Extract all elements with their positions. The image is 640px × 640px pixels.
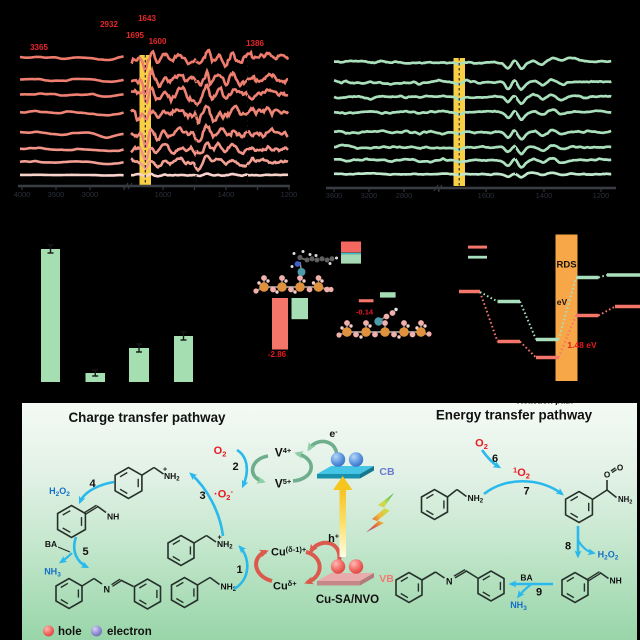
svg-text:1200: 1200 [593, 191, 610, 200]
svg-text:BA: BA [45, 539, 57, 549]
svg-text:NH3: NH3 [44, 567, 61, 579]
svg-text:-2.86: -2.86 [268, 350, 287, 359]
svg-text:9: 9 [536, 587, 542, 599]
svg-text:2800: 2800 [396, 191, 413, 200]
svg-text:NH2: NH2 [468, 493, 484, 505]
svg-text:1600: 1600 [155, 190, 172, 199]
svg-text:4000: 4000 [14, 190, 31, 199]
svg-text:1695: 1695 [126, 31, 144, 40]
svg-text:+: + [163, 467, 167, 474]
svg-text:H2O2: H2O2 [598, 550, 619, 562]
svg-text:NH2: NH2 [164, 471, 180, 483]
svg-text:3600: 3600 [326, 191, 343, 200]
svg-text:N: N [104, 585, 111, 595]
svg-text:hole: hole [58, 626, 82, 638]
svg-text:1643: 1643 [138, 14, 156, 23]
svg-text:O: O [604, 471, 611, 480]
svg-text:8: 8 [565, 541, 571, 553]
svg-text:1.48 eV: 1.48 eV [567, 340, 597, 350]
svg-text:O: O [617, 464, 624, 473]
svg-text:-0.14: -0.14 [356, 308, 374, 317]
svg-text:CB: CB [379, 466, 395, 478]
svg-text:1400: 1400 [218, 190, 235, 199]
svg-text:3000: 3000 [82, 190, 99, 199]
svg-text:1200: 1200 [281, 190, 298, 199]
svg-text:Cu-SA/NVO: Cu-SA/NVO [316, 594, 379, 606]
svg-text:h+: h+ [328, 533, 339, 545]
svg-text:Reaction path: Reaction path [517, 396, 573, 406]
svg-text:BA: BA [520, 573, 532, 583]
svg-text:1600: 1600 [149, 37, 167, 46]
svg-text:3500: 3500 [48, 190, 65, 199]
svg-text:6: 6 [492, 453, 498, 465]
svg-text:NH3: NH3 [510, 600, 527, 612]
svg-text:NH: NH [610, 576, 622, 586]
svg-text:NH: NH [107, 512, 119, 522]
svg-text:NH2: NH2 [618, 495, 632, 506]
svg-text:Charge transfer pathway: Charge transfer pathway [68, 410, 226, 425]
svg-text:5: 5 [82, 546, 88, 558]
svg-text:2: 2 [232, 461, 238, 473]
svg-text:Energy transfer pathway: Energy transfer pathway [436, 408, 593, 423]
svg-text:3365: 3365 [30, 43, 48, 52]
svg-text:3: 3 [199, 490, 205, 502]
svg-text:eV: eV [557, 297, 568, 307]
svg-text:H2O2: H2O2 [49, 486, 70, 498]
svg-text:electron: electron [107, 626, 152, 638]
svg-text:1400: 1400 [536, 191, 553, 200]
svg-text:3200: 3200 [361, 191, 378, 200]
svg-text:VB: VB [379, 573, 394, 585]
svg-text:1600: 1600 [478, 191, 495, 200]
svg-text:2932: 2932 [100, 20, 118, 29]
svg-text:N: N [446, 577, 453, 587]
svg-text:7: 7 [523, 486, 529, 498]
svg-text:1: 1 [236, 564, 242, 576]
svg-text:e-: e- [329, 428, 338, 440]
svg-text:RDS: RDS [556, 260, 576, 271]
svg-text:1386: 1386 [246, 39, 264, 48]
svg-text:NH2: NH2 [217, 539, 233, 551]
svg-text:4: 4 [89, 478, 96, 490]
svg-text:+: + [218, 535, 222, 542]
svg-text:1O2: 1O2 [513, 466, 530, 481]
